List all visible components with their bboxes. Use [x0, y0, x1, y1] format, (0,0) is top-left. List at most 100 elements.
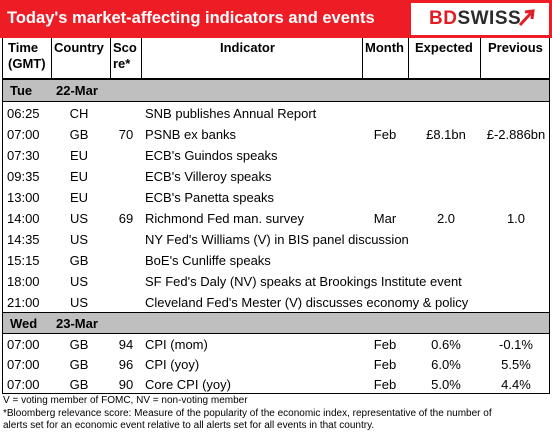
cell-indicator: PSNB ex banks	[145, 127, 237, 142]
cell-score: 94	[118, 337, 134, 352]
cell-country: GB	[69, 127, 89, 142]
cell-country: GB	[69, 357, 89, 372]
table-row: 09:35 EU ECB's Villeroy speaks	[3, 166, 549, 187]
cell-country: EU	[69, 190, 89, 205]
col-divider	[480, 38, 481, 80]
cell-time: 13:00	[7, 190, 40, 205]
col-divider	[110, 38, 111, 80]
cell-country: GB	[69, 337, 89, 352]
cell-month: Feb	[373, 127, 397, 142]
cell-previous: 5.5%	[501, 357, 531, 372]
cell-time: 15:15	[7, 253, 40, 268]
cell-time: 07:00	[7, 377, 40, 392]
table-row: 13:00 EU ECB's Panetta speaks	[3, 187, 549, 208]
cell-time: 21:00	[7, 295, 40, 310]
cell-country: GB	[69, 377, 89, 392]
table-row: 07:00 GB 94 CPI (mom) Feb 0.6% -0.1%	[3, 334, 549, 355]
table-row: 07:30 EU ECB's Guindos speaks	[3, 145, 549, 166]
cell-indicator: CPI (mom)	[145, 337, 208, 352]
logo-text-swiss: SWISS	[457, 8, 522, 29]
footnote-score-line2: alerts set for an economic event relativ…	[3, 420, 375, 431]
table-row: 07:00 GB 70 PSNB ex banks Feb £8.1bn £-2…	[3, 124, 549, 145]
table-row: 21:00 US Cleveland Fed's Mester (V) disc…	[3, 292, 549, 313]
cell-country: GB	[69, 253, 89, 268]
table-row: 07:00 GB 96 CPI (yoy) Feb 6.0% 5.5%	[3, 354, 549, 375]
day-date: 23-Mar	[56, 316, 98, 331]
title-bar: Today's market-affecting indicators and …	[0, 0, 552, 38]
col-divider	[141, 38, 142, 80]
cell-country: US	[69, 232, 89, 247]
cell-expected: 2.0	[436, 211, 456, 226]
cell-month: Feb	[373, 377, 397, 392]
cell-previous: £-2.886bn	[486, 127, 546, 142]
cell-indicator: BoE's Cunliffe speaks	[145, 253, 271, 268]
cell-indicator: CPI (yoy)	[145, 357, 200, 372]
col-header-time: Time (GMT)	[8, 40, 46, 72]
logo-wordmark: BDSWISS	[429, 8, 521, 30]
cell-time: 09:35	[7, 169, 40, 184]
cell-score: 96	[118, 357, 134, 372]
cell-indicator: SNB publishes Annual Report	[145, 106, 317, 121]
cell-indicator: NY Fed's Williams (V) in BIS panel discu…	[145, 232, 409, 247]
cell-time: 07:00	[7, 337, 40, 352]
cell-score: 70	[118, 127, 134, 142]
col-header-time-line2: (GMT)	[8, 56, 46, 71]
cell-indicator: ECB's Villeroy speaks	[145, 169, 272, 184]
day-date: 22-Mar	[56, 83, 98, 98]
col-header-expected: Expected	[415, 40, 473, 55]
cell-expected: 6.0%	[431, 357, 461, 372]
col-header-time-line1: Time	[8, 40, 39, 55]
table-row: 18:00 US SF Fed's Daly (NV) speaks at Br…	[3, 271, 549, 292]
cell-country: EU	[69, 148, 89, 163]
cell-time: 06:25	[7, 106, 40, 121]
cell-time: 07:00	[7, 357, 40, 372]
cell-previous: 1.0	[506, 211, 526, 226]
col-header-country: Country	[54, 40, 104, 55]
cell-score: 90	[118, 377, 134, 392]
logo-text-bd: BD	[429, 8, 458, 29]
day-name: Tue	[10, 83, 33, 98]
cell-indicator: ECB's Guindos speaks	[145, 148, 278, 163]
cell-country: CH	[69, 106, 89, 121]
col-header-score-line1: Sco	[113, 40, 137, 55]
day-header-tue: Tue 22-Mar	[3, 80, 549, 102]
indicators-table: Time (GMT) Country Sco re* Indicator Mon…	[2, 38, 550, 394]
cell-country: US	[69, 295, 89, 310]
cell-indicator: ECB's Panetta speaks	[145, 190, 274, 205]
cell-previous: -0.1%	[499, 337, 533, 352]
cell-indicator: Richmond Fed man. survey	[145, 211, 304, 226]
cell-expected: 0.6%	[431, 337, 461, 352]
cell-time: 18:00	[7, 274, 40, 289]
table-row: 14:35 US NY Fed's Williams (V) in BIS pa…	[3, 229, 549, 250]
table-row: 07:00 GB 90 Core CPI (yoy) Feb 5.0% 4.4%	[3, 374, 549, 395]
cell-country: US	[69, 274, 89, 289]
cell-month: Feb	[373, 357, 397, 372]
col-divider	[362, 38, 363, 80]
cell-country: US	[69, 211, 89, 226]
day-header-wed: Wed 23-Mar	[3, 312, 549, 334]
cell-month: Feb	[373, 337, 397, 352]
cell-indicator: Cleveland Fed's Mester (V) discusses eco…	[145, 295, 469, 310]
col-header-score: Sco re*	[113, 40, 137, 72]
col-header-indicator: Indicator	[220, 40, 275, 55]
cell-time: 14:35	[7, 232, 40, 247]
col-header-previous: Previous	[488, 40, 543, 55]
bdswiss-logo: BDSWISS	[411, 3, 549, 35]
cell-time: 07:00	[7, 127, 40, 142]
table-header: Time (GMT) Country Sco re* Indicator Mon…	[3, 38, 549, 80]
col-header-score-line2: re*	[113, 56, 131, 71]
cell-expected: 5.0%	[431, 377, 461, 392]
page-title: Today's market-affecting indicators and …	[7, 9, 375, 27]
cell-score: 69	[118, 211, 134, 226]
day-name: Wed	[10, 316, 38, 331]
cell-time: 07:30	[7, 148, 40, 163]
table-row: 14:00 US 69 Richmond Fed man. survey Mar…	[3, 208, 549, 229]
col-divider	[51, 38, 52, 80]
cell-time: 14:00	[7, 211, 40, 226]
cell-previous: 4.4%	[501, 377, 531, 392]
cell-month: Mar	[373, 211, 397, 226]
cell-expected: £8.1bn	[426, 127, 466, 142]
cell-indicator: SF Fed's Daly (NV) speaks at Brookings I…	[145, 274, 462, 289]
footnote-score-line1: *Bloomberg relevance score: Measure of t…	[3, 408, 492, 419]
logo-arrow-icon	[519, 9, 535, 27]
